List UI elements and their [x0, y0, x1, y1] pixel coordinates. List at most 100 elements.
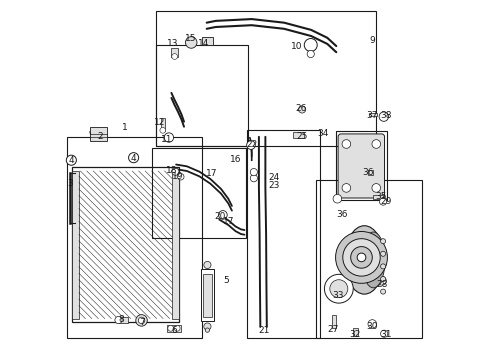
Circle shape: [380, 330, 387, 337]
Bar: [203, 274, 211, 317]
Circle shape: [367, 320, 376, 328]
Bar: [152, 148, 246, 238]
Bar: [156, 45, 247, 146]
Ellipse shape: [344, 226, 384, 294]
Text: 11: 11: [161, 135, 172, 144]
Text: 25: 25: [296, 132, 307, 141]
Bar: [336, 131, 386, 200]
Circle shape: [177, 174, 183, 180]
Text: 17: 17: [205, 169, 217, 178]
Text: 27: 27: [326, 325, 338, 334]
Circle shape: [378, 112, 387, 121]
Circle shape: [342, 140, 350, 148]
Bar: [373, 195, 383, 199]
FancyBboxPatch shape: [337, 134, 384, 198]
Text: 4: 4: [130, 154, 136, 163]
Text: 3: 3: [68, 179, 73, 188]
Bar: [368, 113, 376, 116]
Bar: [67, 137, 202, 338]
Circle shape: [356, 253, 365, 262]
Bar: [171, 48, 178, 57]
Text: 8: 8: [118, 315, 124, 324]
Circle shape: [250, 175, 257, 182]
Circle shape: [171, 54, 177, 59]
Text: 34: 34: [317, 129, 328, 138]
Circle shape: [371, 140, 380, 148]
Text: 33: 33: [332, 292, 343, 300]
Text: 14: 14: [198, 40, 209, 49]
Text: 1: 1: [122, 123, 127, 132]
Circle shape: [380, 239, 385, 244]
Text: 15: 15: [184, 34, 196, 43]
Circle shape: [335, 231, 386, 283]
Circle shape: [167, 325, 173, 331]
Text: 36: 36: [362, 168, 373, 177]
Text: 9: 9: [368, 36, 374, 45]
Text: 24: 24: [268, 173, 279, 181]
Circle shape: [380, 264, 385, 269]
Text: 38: 38: [380, 111, 391, 120]
Text: 26: 26: [295, 104, 306, 112]
Circle shape: [379, 198, 386, 205]
Circle shape: [342, 184, 350, 192]
Circle shape: [205, 328, 209, 332]
Text: 21: 21: [258, 326, 269, 335]
Bar: [172, 171, 178, 319]
Circle shape: [350, 247, 371, 268]
Text: 29: 29: [379, 197, 390, 206]
Bar: [331, 315, 336, 328]
Circle shape: [306, 50, 314, 58]
Circle shape: [115, 316, 122, 324]
Circle shape: [136, 315, 147, 326]
Text: 10: 10: [290, 42, 302, 51]
Text: 37: 37: [365, 111, 377, 120]
Text: 22: 22: [246, 140, 258, 149]
Circle shape: [174, 325, 180, 331]
Text: 18: 18: [166, 166, 177, 175]
Bar: [352, 328, 357, 336]
Bar: [202, 37, 212, 45]
Text: 12: 12: [154, 118, 165, 127]
Text: 35: 35: [375, 192, 386, 201]
Circle shape: [324, 274, 352, 303]
Circle shape: [250, 168, 257, 176]
Bar: [367, 170, 372, 175]
Circle shape: [164, 133, 173, 142]
Circle shape: [380, 251, 385, 256]
Circle shape: [203, 261, 211, 269]
Circle shape: [185, 37, 197, 48]
Text: 19: 19: [172, 171, 183, 180]
Circle shape: [66, 155, 76, 165]
Circle shape: [342, 239, 380, 276]
Circle shape: [371, 184, 380, 192]
Circle shape: [298, 106, 305, 113]
Text: 32: 32: [349, 330, 360, 339]
Circle shape: [380, 289, 385, 294]
Bar: [292, 132, 303, 138]
Circle shape: [160, 127, 165, 133]
Circle shape: [218, 211, 227, 219]
Circle shape: [304, 39, 317, 51]
Bar: [246, 130, 320, 338]
Text: 2: 2: [98, 132, 103, 141]
Bar: [161, 118, 164, 131]
Circle shape: [329, 280, 347, 298]
Bar: [167, 325, 181, 332]
Circle shape: [380, 276, 385, 282]
Text: 16: 16: [230, 154, 241, 163]
Ellipse shape: [361, 232, 384, 288]
Bar: [316, 180, 421, 338]
Circle shape: [246, 141, 255, 149]
Circle shape: [138, 317, 144, 324]
Bar: [201, 269, 213, 321]
Text: 17: 17: [222, 217, 234, 226]
Text: 30: 30: [366, 322, 377, 331]
Text: 28: 28: [376, 280, 387, 289]
Text: 6: 6: [171, 325, 177, 335]
Circle shape: [203, 323, 211, 330]
Text: 23: 23: [268, 181, 279, 190]
Circle shape: [377, 276, 386, 285]
Bar: [156, 11, 375, 146]
Circle shape: [171, 168, 179, 175]
Text: 20: 20: [214, 212, 225, 221]
